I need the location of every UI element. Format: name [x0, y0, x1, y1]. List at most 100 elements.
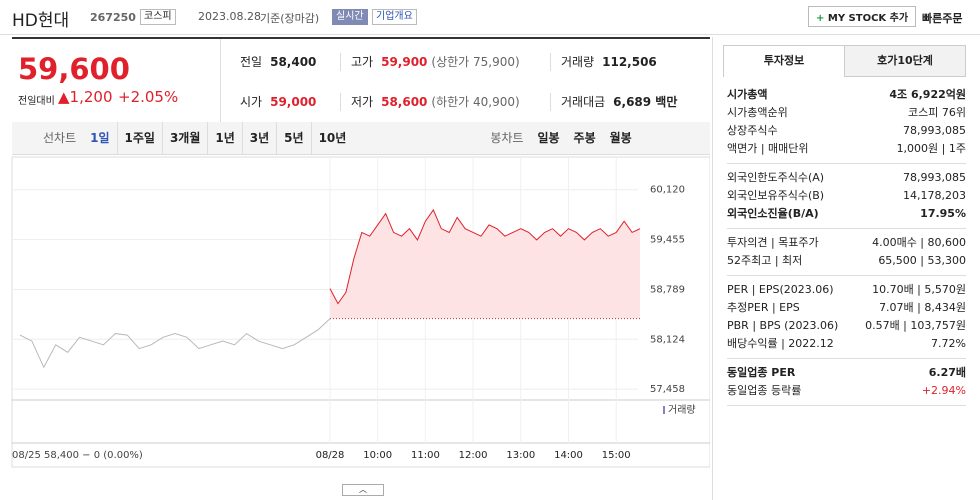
date: 2023.08.28 [198, 10, 261, 23]
stat: 시가 59,000 [220, 93, 316, 111]
info-label: 시가총액 [727, 88, 768, 101]
info-label: 추정PER | EPS [727, 301, 800, 314]
info-label: 외국인소진율(B/A) [727, 207, 819, 220]
volume-label: 거래량 [668, 404, 696, 416]
basis: 기준(장마감) [260, 12, 320, 25]
x-tick-label: 14:00 [554, 450, 583, 461]
price-box: 59,600 전일대비 ▲1,200 +2.05% [12, 39, 221, 123]
info-label: 투자의견 | 목표주가 [727, 236, 819, 249]
info-row: PER | EPS(2023.06) 10.70배 | 5,570원 [727, 281, 966, 299]
info-label: 외국인보유주식수(B) [727, 189, 825, 202]
info-group: 시가총액 4조 6,922억원 시가총액순위 코스피 76위 상장주식수 78,993,0… [727, 81, 966, 164]
info-row: 외국인한도주식수(A) 78,993,085 [727, 169, 966, 187]
period-tab[interactable]: 1년 [207, 122, 241, 154]
rate: +2.05% [118, 88, 179, 106]
x-tick-label: 15:00 [602, 450, 631, 461]
info-label: 외국인한도주식수(A) [727, 171, 825, 184]
info-label: 액면가 | 매매단위 [727, 142, 809, 155]
info-value: 10.70배 | 5,570원 [872, 283, 966, 296]
info-value: 78,993,085 [903, 171, 966, 184]
stat: 거래대금 6,689 백만 [550, 93, 677, 111]
info-tab[interactable]: 투자정보 [723, 45, 845, 77]
stat-label: 저가 [351, 95, 374, 109]
x-tick-label: 10:00 [363, 450, 392, 461]
period-tab[interactable]: 10년 [310, 122, 354, 154]
info-label: 배당수익률 | 2022.12 [727, 337, 834, 350]
info-value: 코스피 76위 [908, 106, 966, 119]
stat-value: 59,900 [381, 55, 428, 69]
info-row: 52주최고 | 최저 65,500 | 53,300 [727, 252, 966, 270]
stat-value: 58,400 [270, 55, 317, 69]
period-tab[interactable]: 3년 [241, 122, 276, 154]
collapse-button[interactable]: ︿ [342, 484, 384, 496]
prev-caption: 08/25 58,400 − 0 (0.00%) [12, 450, 143, 461]
candle-tab[interactable]: 월봉 [609, 131, 632, 145]
info-label: PER | EPS(2023.06) [727, 283, 834, 296]
chart: 60,120 59,455 58,789 58,124 57,458 08/28 10:00… [11, 156, 710, 468]
period-tab[interactable]: 5년 [276, 122, 310, 154]
stat-value: 59,000 [270, 95, 317, 109]
info-group: 외국인한도주식수(A) 78,993,085 외국인보유주식수(B) 14,178,2… [727, 164, 966, 229]
period-tabs: 선차트 1일 1주일 3개월 1년 3년 5년 10년 봉차트 일봉 주봉 월봉 [12, 122, 710, 155]
info-label: 동일업종 PER [727, 366, 796, 379]
info-row: 액면가 | 매매단위 1,000원 | 1주 [727, 140, 966, 158]
header: HD현대 267250 코스피 2023.08.28 기준(장마감) 실시간 기… [0, 0, 980, 35]
info-value: 17.95% [920, 207, 966, 220]
info-value: 7.72% [931, 337, 966, 350]
stat-value: 58,600 [381, 95, 428, 109]
plus-icon: + [816, 13, 828, 24]
info-tab[interactable]: 호가10단계 [845, 45, 966, 77]
stat-note: (상한가 75,900) [431, 55, 520, 69]
info-row: 동일업종 PER 6.27배 [727, 364, 966, 382]
stat-label: 시가 [240, 95, 263, 109]
y-tick-label: 57,458 [650, 384, 685, 395]
stat: 전일 58,400 [220, 53, 316, 71]
info-row: PBR | BPS (2023.06) 0.57배 | 103,757원 [727, 317, 966, 335]
realtime-badge[interactable]: 실시간 [332, 9, 368, 25]
quick-order[interactable]: 빠른주문 [922, 12, 963, 25]
period-tab[interactable]: 3개월 [161, 122, 207, 154]
info-row: 동일업종 등락률 +2.94% [727, 382, 966, 400]
info-value: 4.00매수 | 80,600 [872, 236, 966, 249]
change: ▲1,200 [58, 88, 113, 106]
stat-note: (하한가 40,900) [431, 95, 520, 109]
info-row: 시가총액순위 코스피 76위 [727, 104, 966, 122]
stat-label: 고가 [351, 55, 374, 69]
x-tick-label: 13:00 [506, 450, 535, 461]
stat-label: 거래량 [561, 55, 595, 69]
stat: 고가 59,900 (상한가 75,900) [340, 53, 520, 71]
candle-tab[interactable]: 주봉 [573, 131, 596, 145]
stat-value: 6,689 백만 [613, 95, 678, 109]
y-tick-label: 58,124 [650, 334, 685, 345]
stats: 전일 58,400 고가 59,900 (상한가 75,900) 거래량 112,506 시가… [220, 39, 710, 123]
period-tab[interactable]: 1주일 [116, 122, 162, 154]
stat-value: 112,506 [602, 55, 657, 69]
info-row: 추정PER | EPS 7.07배 | 8,434원 [727, 299, 966, 317]
period-tab[interactable]: 1일 [90, 131, 110, 145]
price-line [329, 208, 641, 305]
info-value: 78,993,085 [903, 124, 966, 137]
info-value: 6.27배 [928, 366, 966, 379]
mystock-button[interactable]: + MY STOCK 추가 [808, 6, 917, 27]
tab-label: 봉차트 [490, 131, 524, 145]
quote-box: 59,600 전일대비 ▲1,200 +2.05% 전일 58,400 고가 59,9… [12, 37, 710, 124]
info-label: PBR | BPS (2023.06) [727, 319, 839, 332]
info-value: 7.07배 | 8,434원 [879, 301, 966, 314]
candle-tab[interactable]: 일봉 [537, 131, 560, 145]
x-tick-label: 11:00 [411, 450, 440, 461]
info-row: 외국인소진율(B/A) 17.95% [727, 205, 966, 223]
info-value: 1,000원 | 1주 [896, 142, 966, 155]
stock-code: 267250 [90, 11, 136, 24]
overview-button[interactable]: 기업개요 [372, 9, 417, 25]
info-body: 시가총액 4조 6,922억원 시가총액순위 코스피 76위 상장주식수 78,993,0… [727, 81, 966, 406]
info-group: 투자의견 | 목표주가 4.00매수 | 80,600 52주최고 | 최저 65,5… [727, 229, 966, 276]
info-row: 배당수익률 | 2022.12 7.72% [727, 335, 966, 353]
y-tick-label: 60,120 [650, 185, 685, 196]
info-label: 시가총액순위 [727, 106, 788, 119]
x-tick-label: 12:00 [459, 450, 488, 461]
tab-label: 선차트 [43, 131, 77, 145]
market-tag: 코스피 [140, 9, 176, 25]
info-value: +2.94% [921, 384, 966, 397]
